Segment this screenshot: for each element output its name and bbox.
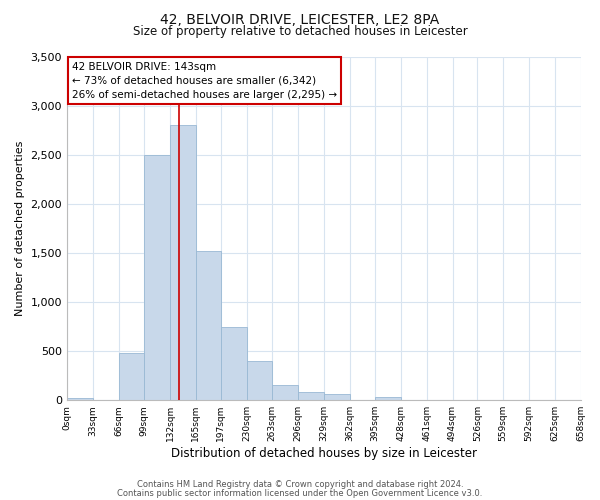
Text: 42, BELVOIR DRIVE, LEICESTER, LE2 8PA: 42, BELVOIR DRIVE, LEICESTER, LE2 8PA [160,12,440,26]
Text: Size of property relative to detached houses in Leicester: Size of property relative to detached ho… [133,25,467,38]
Bar [144,154,170,400]
Bar [119,353,144,400]
X-axis label: Distribution of detached houses by size in Leicester: Distribution of detached houses by size … [171,447,477,460]
Bar [298,392,324,400]
Bar [221,326,247,400]
Text: Contains HM Land Registry data © Crown copyright and database right 2024.: Contains HM Land Registry data © Crown c… [137,480,463,489]
Bar [247,361,272,400]
Bar [375,398,401,400]
Bar [67,398,93,400]
Text: 42 BELVOIR DRIVE: 143sqm
← 73% of detached houses are smaller (6,342)
26% of sem: 42 BELVOIR DRIVE: 143sqm ← 73% of detach… [72,62,337,100]
Bar [170,125,196,400]
Bar [324,394,350,400]
Y-axis label: Number of detached properties: Number of detached properties [15,140,25,316]
Bar [196,251,221,400]
Bar [272,386,298,400]
Text: Contains public sector information licensed under the Open Government Licence v3: Contains public sector information licen… [118,488,482,498]
